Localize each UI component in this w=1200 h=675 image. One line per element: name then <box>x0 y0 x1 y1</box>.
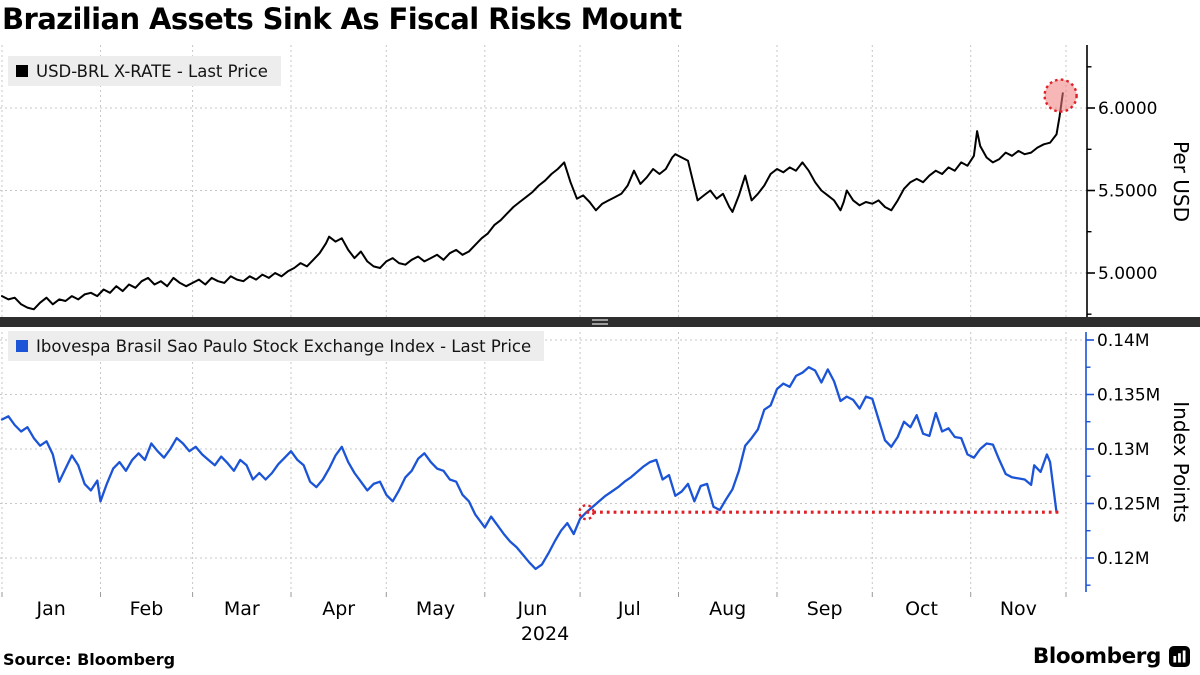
highlight-circle-annotation <box>1043 78 1078 113</box>
y-tick-label: 6.0000 <box>1098 99 1157 119</box>
bottom-panel: 0.12M 0.125M 0.13M 0.135M 0.14M Index Points <box>0 331 1193 592</box>
ibovespa-line <box>0 366 1058 571</box>
y-tick-label: 5.0000 <box>1098 264 1157 284</box>
y-tick-label: 0.14M <box>1097 331 1150 351</box>
year-label: 2024 <box>521 623 569 645</box>
month-label: Jan <box>36 598 66 620</box>
month-label: Apr <box>322 598 355 620</box>
month-label: Aug <box>709 598 746 620</box>
month-label: Sep <box>807 598 843 620</box>
usd-brl-line <box>1 92 1064 311</box>
bloomberg-logo-text: Bloomberg <box>1032 644 1161 669</box>
y-tick-label: 0.135M <box>1097 386 1160 406</box>
y-tick-label: 0.13M <box>1097 440 1150 460</box>
month-label: Jun <box>517 598 548 620</box>
month-label: May <box>416 598 455 620</box>
legend-swatch-usd-brl <box>16 65 28 77</box>
bloomberg-logo: Bloomberg <box>1033 644 1190 669</box>
y-axis-title: Index Points <box>1169 401 1193 523</box>
y-axis-title: Per USD <box>1169 141 1193 222</box>
y-tick-label: 5.5000 <box>1098 182 1157 202</box>
month-label: Jul <box>617 598 641 620</box>
x-axis: Jan Feb Mar Apr May Jun Jul Aug Sep Oct Nov 2024 <box>1 592 1067 645</box>
panel-divider <box>0 317 1200 327</box>
legend-swatch-ibovespa <box>16 340 28 352</box>
y-tick-label: 0.12M <box>1097 549 1150 569</box>
legend-label-ibovespa: Ibovespa Brasil Sao Paulo Stock Exchange… <box>36 336 532 356</box>
source-caption: Source: Bloomberg <box>3 650 176 669</box>
legend-usd-brl[interactable]: USD-BRL X-RATE - Last Price <box>8 56 281 86</box>
chart-title: Brazilian Assets Sink As Fiscal Risks Mo… <box>2 2 682 36</box>
top-panel: 5.0000 5.5000 6.0000 Per USD <box>0 45 1193 318</box>
month-label: Nov <box>1000 598 1037 620</box>
month-label: Oct <box>905 598 938 620</box>
month-label: Mar <box>224 598 260 620</box>
y-tick-label: 0.125M <box>1097 495 1160 515</box>
legend-ibovespa[interactable]: Ibovespa Brasil Sao Paulo Stock Exchange… <box>8 331 545 361</box>
month-label: Feb <box>130 598 164 620</box>
legend-label-usd-brl: USD-BRL X-RATE - Last Price <box>36 61 268 81</box>
bloomberg-terminal-icon <box>1169 646 1190 667</box>
highlight-circle-annotation <box>578 504 595 521</box>
panel-resize-grip[interactable] <box>592 319 608 325</box>
